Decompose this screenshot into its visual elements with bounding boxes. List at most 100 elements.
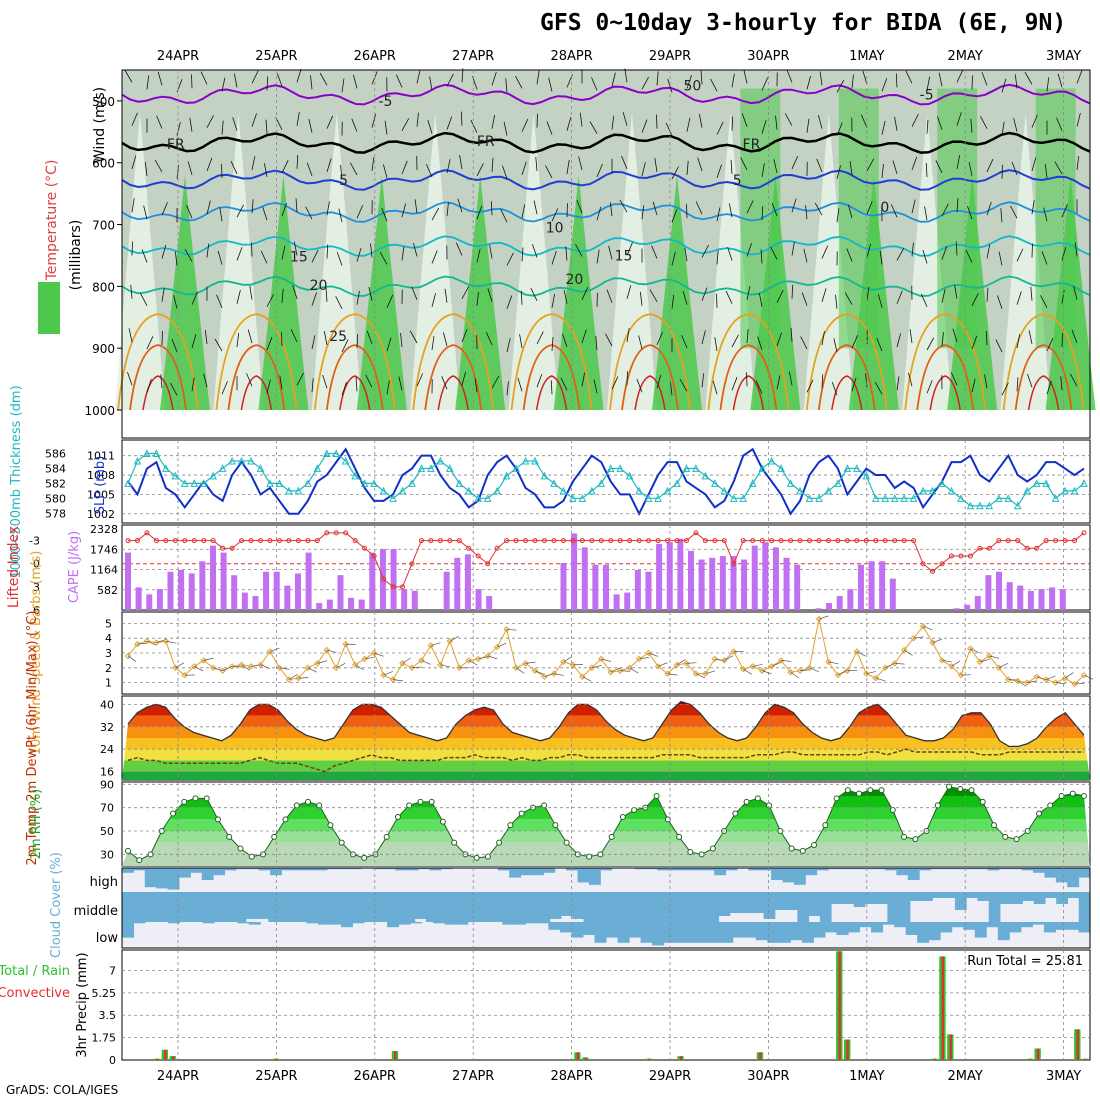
cloud-bar xyxy=(352,922,365,924)
wind-barb xyxy=(311,335,316,350)
wind-barb xyxy=(290,329,298,343)
cape-bar xyxy=(751,545,758,610)
wind-barb xyxy=(191,291,198,305)
wind-barb xyxy=(818,615,829,620)
lifted-index-point xyxy=(920,561,926,567)
rh-point xyxy=(316,802,323,809)
cloud-bar xyxy=(778,922,791,943)
rh-point xyxy=(484,853,491,860)
thickness-point xyxy=(985,501,994,510)
wind-barb xyxy=(384,120,388,135)
wind-barb xyxy=(470,119,478,133)
cloud-bar xyxy=(919,868,932,871)
wind-barb xyxy=(909,329,913,344)
lifted-index-point xyxy=(873,538,879,544)
wind-tick: 3 xyxy=(105,647,112,660)
rh-point xyxy=(383,833,390,840)
rh-moist-plume xyxy=(356,175,407,410)
wind-point xyxy=(683,660,690,667)
wind-barb xyxy=(515,75,523,89)
cloud-bar xyxy=(628,892,641,922)
cape-bar xyxy=(305,552,312,610)
rh-point xyxy=(518,810,525,817)
cloud-bar xyxy=(433,922,446,924)
cloud-bar xyxy=(691,868,704,871)
lifted-index-point xyxy=(570,538,576,544)
wind-barb xyxy=(1000,208,1003,223)
lifted-index-point xyxy=(835,538,841,544)
temperature-panel: 16 24 32 40 xyxy=(100,695,1091,781)
cloud-bar xyxy=(270,868,282,876)
wind-barb xyxy=(952,328,958,343)
wind-barb xyxy=(161,244,167,259)
wind-point xyxy=(635,655,643,663)
wind-barb xyxy=(536,331,544,345)
cape-bar xyxy=(996,571,1003,610)
slp-tick: 1002 xyxy=(87,508,115,521)
wind-barb xyxy=(502,165,508,180)
thickness-point xyxy=(644,494,653,502)
wind-barb xyxy=(581,286,589,300)
wind-barb xyxy=(293,241,298,256)
wind-barb xyxy=(801,292,808,306)
wind-barb xyxy=(535,156,538,171)
wind-point xyxy=(314,660,321,667)
wind-barb xyxy=(654,158,658,172)
precip-tick: 7 xyxy=(109,964,116,977)
wind-barb xyxy=(758,292,763,307)
cloud-bar xyxy=(752,892,765,913)
cape-bar xyxy=(571,533,578,610)
cloud-bar xyxy=(974,922,987,938)
cape-bar xyxy=(125,552,131,610)
convective-bar xyxy=(679,1056,683,1060)
wind-barb xyxy=(551,293,556,308)
lifted-index-point xyxy=(930,568,936,574)
wind-barb xyxy=(626,328,630,343)
wind-barb xyxy=(536,70,540,85)
cloud-bar xyxy=(767,922,780,943)
cloud-bar xyxy=(657,868,670,871)
rh-point xyxy=(608,833,615,840)
cloud-bar xyxy=(698,922,711,943)
convective-bar xyxy=(576,1052,580,1060)
lifted-index-point xyxy=(589,538,595,544)
wind-barb xyxy=(141,249,148,263)
temp-contour-35 xyxy=(142,375,174,411)
cloud-bar xyxy=(748,868,761,871)
rh-moist-region xyxy=(838,88,879,349)
cloud-bar xyxy=(304,868,317,871)
wind-barb xyxy=(160,374,163,389)
cloud-bar xyxy=(998,868,1011,870)
date-label-bottom: 26APR xyxy=(354,1069,396,1084)
rh-point xyxy=(293,802,300,809)
wind-barb xyxy=(821,288,827,302)
rh-point xyxy=(361,854,368,861)
temp-contour-30 xyxy=(522,344,581,411)
upper-air-frame xyxy=(121,69,1091,439)
lifted-index-point xyxy=(655,538,661,544)
wind-barb xyxy=(786,69,793,83)
cloud-bar xyxy=(707,892,720,922)
cloud-bar xyxy=(513,922,526,925)
cloud-bar xyxy=(988,892,1001,922)
wind-barb xyxy=(620,670,631,672)
wind-barb xyxy=(144,161,148,176)
thickness-point xyxy=(587,486,596,495)
wind-barb xyxy=(575,243,583,257)
wind-barb xyxy=(956,155,961,169)
wind-point xyxy=(796,667,804,674)
thickness-point xyxy=(313,464,322,472)
wind-point xyxy=(891,660,898,667)
thickness-point xyxy=(578,494,587,502)
thickness-point xyxy=(767,456,776,465)
wind-barb xyxy=(562,333,568,348)
wind-barb xyxy=(710,78,718,92)
cape-bar xyxy=(146,594,153,610)
wind-barb xyxy=(913,636,924,639)
lifted-index-point xyxy=(447,538,453,544)
cloud-bar xyxy=(801,922,814,943)
cape-bar xyxy=(1059,589,1066,610)
cape-bar xyxy=(273,571,280,610)
wind-barb xyxy=(956,112,962,126)
thickness-point xyxy=(957,494,965,502)
